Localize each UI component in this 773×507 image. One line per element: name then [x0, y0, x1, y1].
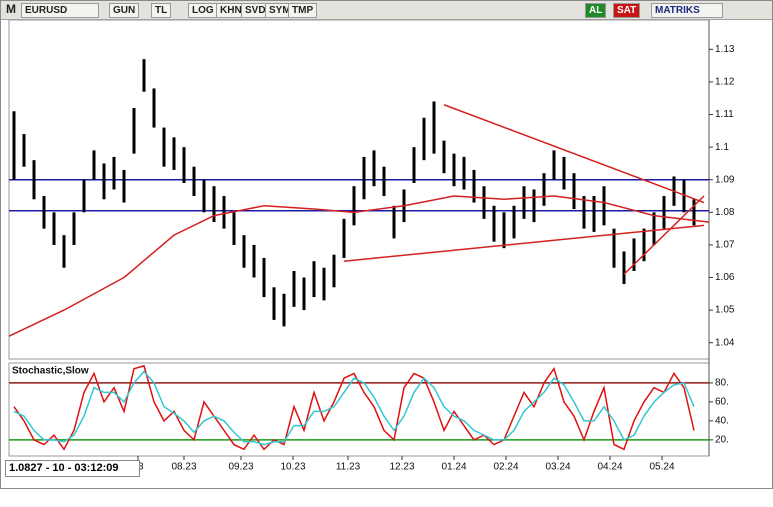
- y-tick-label: 1.04: [715, 337, 735, 348]
- y-tick-label: 1.13: [715, 44, 735, 55]
- x-tick-label: 12.23: [389, 462, 414, 473]
- status-box: 1.0827 - 10 - 03:12:09: [5, 460, 140, 477]
- sell-button[interactable]: SAT: [613, 3, 641, 18]
- button[interactable]: TMP: [288, 3, 318, 18]
- x-tick-label: 04.24: [597, 462, 622, 473]
- toolbar: M EURUSD GUN TL LOG KHN SVD SYM TMP AL S…: [1, 1, 772, 20]
- indicator-line: [343, 224, 705, 262]
- button[interactable]: TL: [151, 3, 172, 18]
- y-tick-label: 40.: [715, 416, 729, 427]
- x-tick-label: 02.24: [493, 462, 518, 473]
- x-tick-label: 05.24: [649, 462, 674, 473]
- y-tick-label: 1.07: [715, 240, 735, 251]
- oscillator-line: [13, 370, 695, 446]
- panel-frame: [8, 362, 710, 457]
- x-tick-label: 10.23: [280, 462, 305, 473]
- y-tick-label: 1.12: [715, 77, 735, 88]
- symbol-box[interactable]: EURUSD: [21, 3, 99, 18]
- x-tick-label: 08.23: [171, 462, 196, 473]
- panel-title: Stochastic,Slow: [12, 366, 89, 377]
- brand: MATRIKS: [651, 3, 723, 18]
- y-tick-label: 80.: [715, 378, 729, 389]
- indicator-line: [443, 104, 705, 204]
- y-tick-label: 1.09: [715, 174, 735, 185]
- y-tick-label: 20.: [715, 435, 729, 446]
- y-tick-label: 1.05: [715, 305, 735, 316]
- indicator-line: [8, 195, 710, 337]
- y-tick-label: 1.1: [715, 142, 729, 153]
- y-tick-label: 1.06: [715, 272, 735, 283]
- y-tick-label: 1.11: [715, 109, 734, 120]
- button[interactable]: GUN: [109, 3, 140, 18]
- buy-button[interactable]: AL: [585, 3, 607, 18]
- window: M EURUSD GUN TL LOG KHN SVD SYM TMP AL S…: [0, 0, 773, 489]
- indicator-line: [623, 195, 705, 275]
- x-tick-label: 01.24: [441, 462, 466, 473]
- chart-area: 1.04 1.05 1.06 1.07 1.08 1.09 1.1 1.11 1.12 1.13 2…: [8, 20, 735, 473]
- x-tick-label: 09.23: [228, 462, 253, 473]
- logo: M: [6, 2, 16, 16]
- button[interactable]: LOG: [188, 3, 218, 18]
- y-tick-label: 1.08: [715, 207, 735, 218]
- x-tick-label: 03.24: [545, 462, 570, 473]
- x-tick-label: 11.23: [336, 462, 361, 473]
- y-tick-label: 60.: [715, 397, 729, 408]
